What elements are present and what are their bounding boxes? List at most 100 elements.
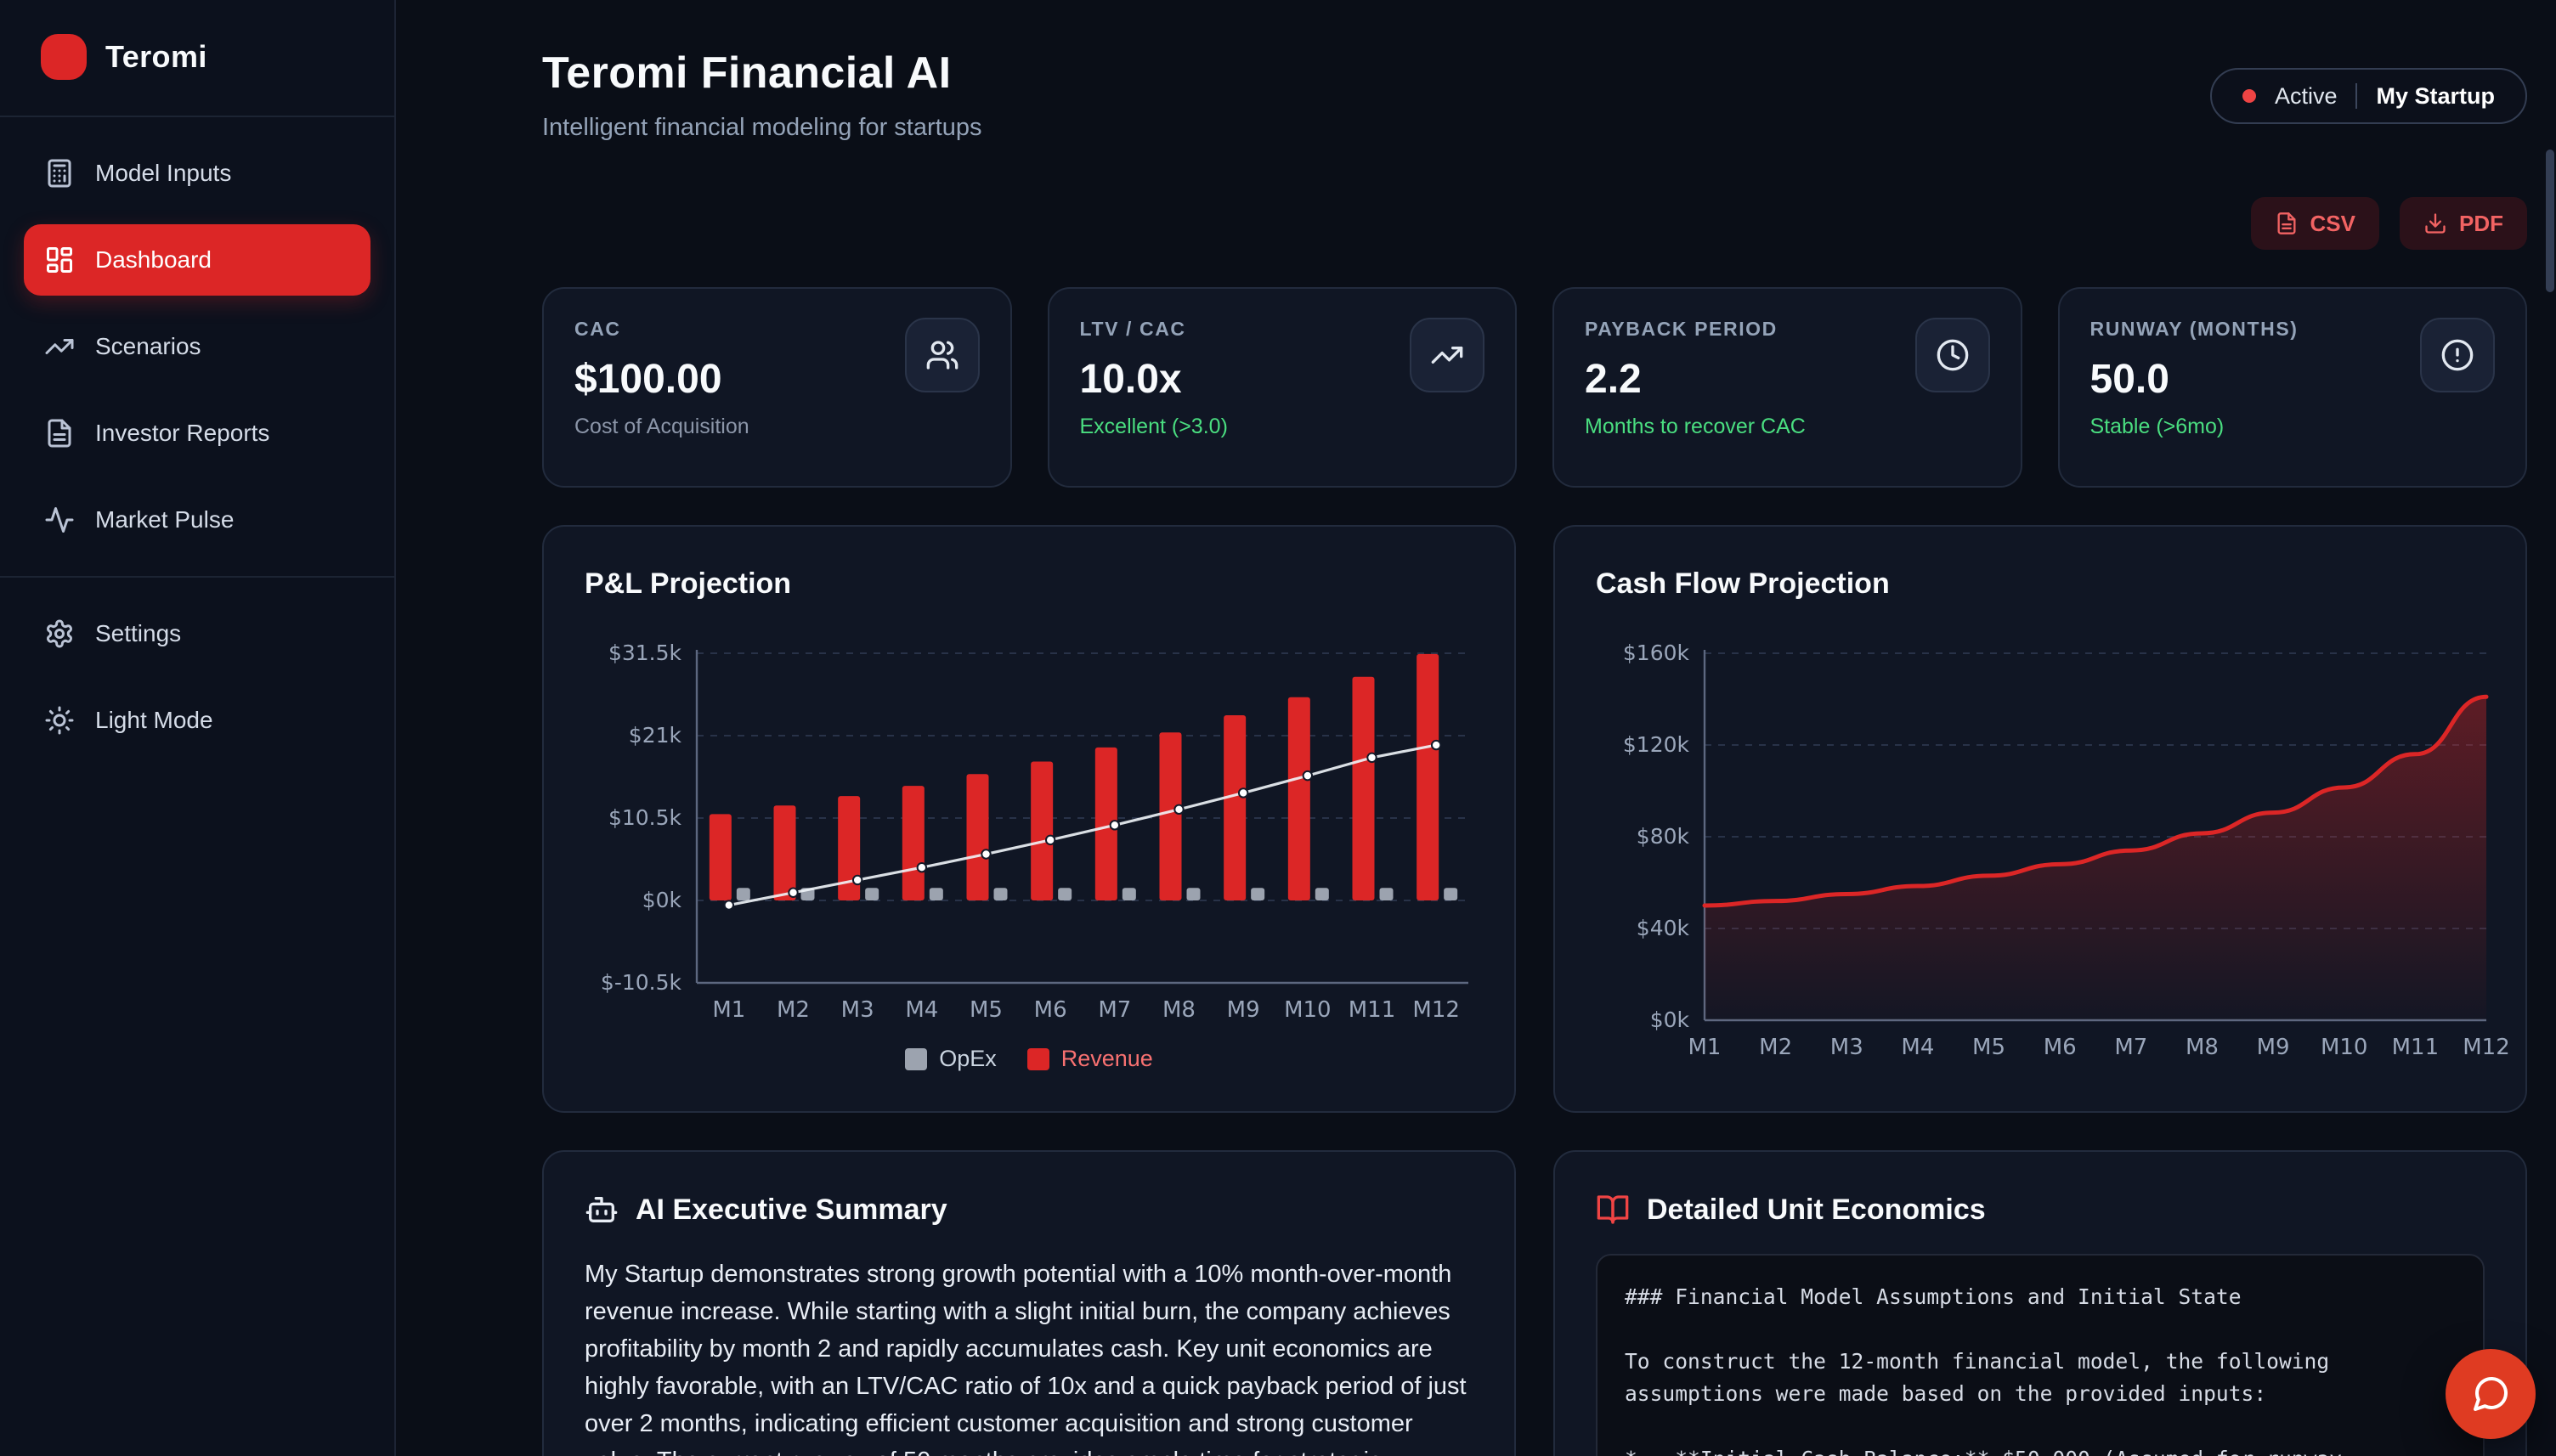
cashflow-chart-card: Cash Flow Projection $160k $120k $80k $40k $…	[1553, 525, 2527, 1113]
svg-text:$-10.5k: $-10.5k	[601, 970, 682, 995]
stat-card-runway: RUNWAY (MONTHS) 50.0 Stable (>6mo)	[2057, 287, 2527, 488]
sidebar-item-label: Settings	[95, 620, 182, 646]
chat-button[interactable]	[2446, 1349, 2536, 1439]
svg-text:$31.5k: $31.5k	[608, 641, 682, 665]
stat-card-text: RUNWAY (MONTHS) 50.0 Stable (>6mo)	[2090, 318, 2299, 457]
stat-subtext: Months to recover CAC	[1585, 415, 1806, 438]
unit-economics-title: Detailed Unit Economics	[1647, 1193, 1986, 1226]
stat-icon-chip	[1410, 318, 1484, 392]
stat-icon-chip	[2420, 318, 2495, 392]
pnl-chart-card: P&L Projection $31.5k $21k $10.5k $0k $-10.5…	[542, 525, 1516, 1113]
sidebar-item-light-mode[interactable]: Light Mode	[24, 685, 370, 756]
legend-item[interactable]: OpEx	[905, 1046, 997, 1072]
alert-circle-icon	[2441, 339, 2474, 371]
svg-text:M3: M3	[841, 997, 874, 1023]
unit-economics-header: Detailed Unit Economics	[1596, 1193, 2485, 1227]
svg-text:M8: M8	[2186, 1035, 2219, 1060]
svg-text:M4: M4	[1901, 1035, 1934, 1060]
gear-icon	[47, 619, 72, 648]
scrollbar[interactable]	[2546, 150, 2554, 292]
stat-card-text: CAC $100.00 Cost of Acquisition	[574, 318, 749, 457]
sidebar-item-dashboard[interactable]: Dashboard	[24, 224, 370, 296]
svg-text:M2: M2	[777, 997, 810, 1023]
legend-label: OpEx	[939, 1046, 997, 1071]
svg-text:$160k: $160k	[1623, 641, 1690, 665]
sidebar-item-scenarios[interactable]: Scenarios	[24, 311, 370, 382]
sun-icon	[45, 706, 74, 735]
sidebar-item-label: Investor Reports	[95, 420, 270, 446]
svg-text:$10.5k: $10.5k	[608, 805, 682, 830]
title-block: Teromi Financial AI Intelligent financia…	[542, 48, 981, 142]
svg-text:M10: M10	[1284, 997, 1332, 1023]
sidebar: Teromi Model Inputs Dashboard Scenarios …	[0, 0, 396, 1456]
stat-value: 10.0x	[1079, 357, 1182, 402]
book-open-icon	[1597, 1195, 1629, 1224]
stat-card-payback-period: PAYBACK PERIOD 2.2 Months to recover CAC	[1552, 287, 2022, 488]
stat-icon-chip	[1914, 318, 1990, 392]
sidebar-item-label: Market Pulse	[95, 506, 235, 533]
sidebar-item-market-pulse[interactable]: Market Pulse	[24, 484, 370, 556]
charts-row: P&L Projection $31.5k $21k $10.5k $0k $-10.5…	[542, 525, 2527, 1113]
clock-icon	[1937, 339, 1968, 371]
pnl-chart-legend: OpEx Revenue	[585, 1046, 1473, 1072]
legend-swatch	[905, 1047, 928, 1070]
svg-text:M7: M7	[2114, 1035, 2147, 1060]
stat-card-ltv-cac: LTV / CAC 10.0x Excellent (>3.0)	[1047, 287, 1517, 488]
download-icon	[2425, 213, 2446, 234]
chat-bubble-icon	[2474, 1376, 2508, 1411]
stat-card-text: PAYBACK PERIOD 2.2 Months to recover CAC	[1585, 318, 1806, 457]
legend-item[interactable]: Revenue	[1026, 1046, 1153, 1072]
svg-text:$0k: $0k	[1650, 1007, 1690, 1032]
page-title: Teromi Financial AI	[542, 48, 952, 98]
page-header: Teromi Financial AI Intelligent financia…	[542, 48, 2527, 250]
svg-text:M8: M8	[1162, 997, 1196, 1023]
sidebar-item-investor-reports[interactable]: Investor Reports	[24, 398, 370, 469]
svg-text:$21k: $21k	[629, 723, 682, 748]
cashflow-chart-title: Cash Flow Projection	[1596, 567, 1890, 600]
stat-label: CAC	[574, 318, 621, 340]
active-status-dot-icon	[2242, 89, 2256, 103]
status-label: Active	[2274, 82, 2338, 109]
svg-text:M1: M1	[712, 997, 745, 1023]
export-pdf-button[interactable]: PDF	[2400, 197, 2527, 250]
svg-text:$80k: $80k	[1637, 824, 1690, 849]
company-name: My Startup	[2376, 82, 2495, 109]
svg-text:M6: M6	[2044, 1035, 2077, 1060]
startup-status-pill[interactable]: Active My Startup	[2209, 68, 2527, 124]
svg-text:$0k: $0k	[642, 888, 682, 912]
stat-icon-chip	[904, 318, 980, 392]
sidebar-item-model-inputs[interactable]: Model Inputs	[24, 138, 370, 209]
legend-label: Revenue	[1060, 1046, 1153, 1071]
dashboard-icon	[47, 247, 72, 273]
svg-text:M9: M9	[2257, 1035, 2290, 1060]
teromi-logo-icon	[41, 34, 87, 80]
export-csv-button[interactable]: CSV	[2250, 197, 2379, 250]
svg-text:M5: M5	[1972, 1035, 2005, 1060]
sidebar-item-label: Light Mode	[95, 707, 213, 733]
stat-label: PAYBACK PERIOD	[1585, 318, 1778, 340]
divider	[0, 116, 394, 117]
stat-label: RUNWAY (MONTHS)	[2089, 318, 2299, 340]
svg-text:$40k: $40k	[1637, 916, 1690, 940]
header-right: Active My Startup CSV PDF	[2209, 48, 2527, 250]
svg-text:M3: M3	[1830, 1035, 1863, 1060]
legend-swatch	[1026, 1047, 1049, 1070]
svg-text:M1: M1	[1688, 1035, 1722, 1060]
ai-summary-card: AI Executive Summary My Startup demonstr…	[542, 1150, 1516, 1456]
page-subtitle: Intelligent financial modeling for start…	[542, 114, 982, 141]
users-icon	[926, 341, 958, 370]
svg-text:M6: M6	[1034, 997, 1067, 1023]
sidebar-item-label: Model Inputs	[95, 160, 232, 186]
unit-economics-card: Detailed Unit Economics ### Financial Mo…	[1553, 1150, 2527, 1456]
svg-text:M9: M9	[1227, 997, 1260, 1023]
svg-text:M12: M12	[2463, 1035, 2510, 1060]
main-content: Teromi Financial AI Intelligent financia…	[398, 0, 2556, 1456]
stat-card-cac: CAC $100.00 Cost of Acquisition	[542, 287, 1012, 488]
pnl-chart: $31.5k $21k $10.5k $0k $-10.5k M1 M2 M3 M4 M5 M6 M7…	[601, 641, 1468, 1023]
sidebar-item-settings[interactable]: Settings	[24, 598, 370, 669]
trending-up-icon	[1431, 347, 1463, 364]
activity-icon	[45, 507, 74, 533]
stat-subtext: Stable (>6mo)	[2089, 415, 2225, 438]
svg-text:$120k: $120k	[1623, 732, 1690, 757]
